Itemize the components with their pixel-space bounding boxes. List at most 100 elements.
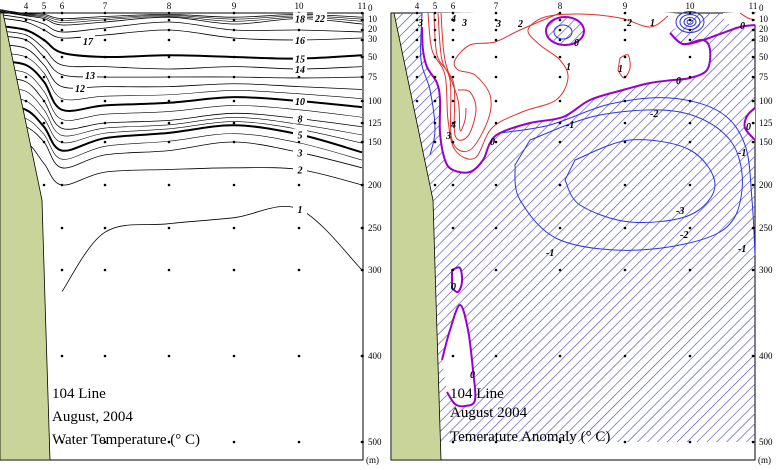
sample-point — [232, 140, 236, 144]
depth-tick-label: 200 — [368, 180, 382, 190]
sample-point — [688, 99, 692, 103]
zero-contour — [743, 107, 756, 141]
sample-point — [42, 18, 46, 22]
isotherm-22 — [0, 9, 363, 20]
sample-point — [232, 75, 236, 79]
depth-tick-label: 0 — [368, 3, 373, 13]
sample-point — [167, 183, 171, 187]
isotherm-label: 3 — [297, 148, 303, 159]
isotherm-label: 16 — [295, 36, 305, 47]
sample-point — [451, 121, 455, 125]
sample-point — [451, 354, 455, 358]
contour-label: 1 — [618, 64, 623, 75]
sample-point — [494, 140, 498, 144]
contour-label: 0 — [676, 76, 681, 87]
sample-point — [623, 18, 627, 22]
isotherm-12 — [0, 44, 363, 90]
sample-point — [24, 99, 28, 103]
sample-point — [433, 38, 437, 42]
sample-point — [103, 11, 107, 15]
sample-point — [623, 28, 627, 32]
depth-tick-label: 250 — [759, 223, 773, 233]
sample-point — [232, 18, 236, 22]
station-label: 7 — [103, 1, 108, 11]
label-bg — [83, 69, 97, 80]
depth-tick-label: 300 — [759, 265, 773, 275]
depth-tick-label: 10 — [368, 14, 378, 24]
sample-point — [60, 18, 64, 22]
sample-point — [42, 75, 46, 79]
sample-point — [623, 55, 627, 59]
sample-point — [42, 140, 46, 144]
depth-tick-label: 125 — [759, 118, 773, 128]
contour-label: -2 — [680, 230, 688, 241]
sample-point — [297, 226, 301, 230]
sample-point — [688, 18, 692, 22]
sample-point — [623, 440, 627, 444]
sample-point — [297, 183, 301, 187]
contour-label: -1 — [738, 148, 746, 159]
anomaly-contours — [420, 11, 759, 408]
depth-tick-label: 100 — [368, 96, 382, 106]
contour-label: 0 — [746, 122, 751, 133]
sample-point — [433, 140, 437, 144]
label-bg — [73, 82, 87, 93]
sample-point — [623, 75, 627, 79]
sample-point — [433, 18, 437, 22]
sample-point — [451, 28, 455, 32]
negative-contour — [683, 17, 697, 27]
sample-point — [494, 11, 498, 15]
sample-point — [415, 99, 419, 103]
sample-point — [494, 18, 498, 22]
sample-point — [60, 140, 64, 144]
sample-point — [415, 55, 419, 59]
positive-contour-4 — [440, 12, 467, 132]
station-label: 5 — [42, 1, 47, 11]
depth-tick-label: 150 — [759, 137, 773, 147]
depth-tick-label: 250 — [368, 223, 382, 233]
station-label: 9 — [623, 1, 628, 11]
sample-point — [494, 28, 498, 32]
negative-contour — [553, 24, 573, 40]
isotherm-14 — [0, 30, 363, 70]
sample-point — [415, 28, 419, 32]
sample-point — [451, 268, 455, 272]
contour-label: 0 — [470, 370, 475, 381]
sample-point — [297, 354, 301, 358]
sample-point — [167, 55, 171, 59]
sample-point — [103, 75, 107, 79]
sample-point — [42, 28, 46, 32]
zero-contour — [669, 24, 756, 46]
label-bg — [293, 128, 307, 140]
positive-anomaly-region — [723, 12, 759, 29]
isotherm-label: 5 — [298, 130, 303, 141]
contour-label: 0 — [574, 38, 579, 49]
sample-point — [24, 55, 28, 59]
sample-point — [42, 99, 46, 103]
depth-tick-label: 75 — [368, 72, 378, 82]
contour-label: 3 — [445, 131, 451, 142]
depth-tick-label: 125 — [368, 118, 382, 128]
contour-label: 4 — [450, 14, 456, 25]
isotherm-label: 22 — [314, 14, 325, 25]
sample-point — [167, 140, 171, 144]
sample-point — [433, 99, 437, 103]
sample-point — [688, 11, 692, 15]
panel-title-variable: Water Temperature (° C) — [52, 432, 200, 448]
panel-title-date: August, 2004 — [52, 409, 133, 425]
sample-point — [451, 11, 455, 15]
sample-point — [433, 11, 437, 15]
positive-anomaly-region — [422, 11, 711, 173]
sample-point — [451, 226, 455, 230]
sample-point — [623, 226, 627, 230]
sample-point — [494, 440, 498, 444]
contour-label: 3 — [461, 18, 467, 29]
sample-point — [24, 28, 28, 32]
sample-point — [60, 99, 64, 103]
sample-point — [433, 55, 437, 59]
contour-label: -3 — [676, 206, 684, 217]
sample-point — [623, 183, 627, 187]
